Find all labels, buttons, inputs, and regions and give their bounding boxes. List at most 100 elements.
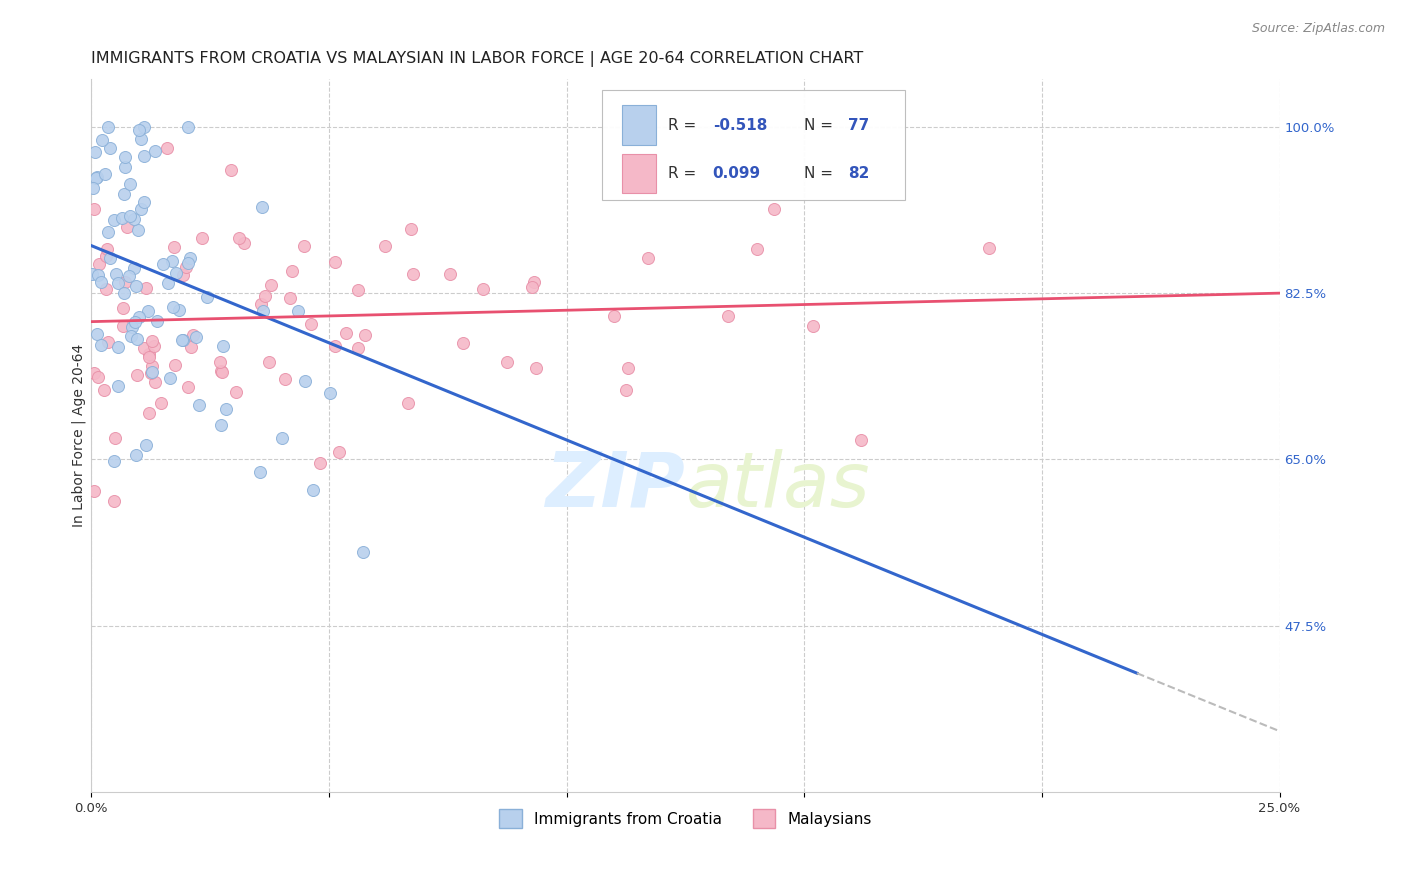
Text: 77: 77 [848,118,869,133]
Point [287,303,309,318]
Point [125,332,148,346]
Point [614,383,637,397]
Point [138,350,160,364]
Text: ZIP: ZIP [546,449,685,523]
Point [281,264,304,278]
Text: IMMIGRANTS FROM CROATIA VS MALAYSIAN IN LABOR FORCE | AGE 20-64 CORRELATION CHAR: IMMIGRANTS FROM CROATIA VS MALAYSIAN IN … [91,51,863,67]
Point [172,333,194,347]
Text: R =: R = [668,118,700,133]
Point [97,120,120,134]
Point [103,494,125,508]
Point [142,339,165,353]
Point [396,396,419,410]
Point [83,202,105,216]
Point [763,202,786,217]
Point [122,260,145,275]
Point [124,212,146,227]
Point [209,417,232,432]
Point [93,383,115,397]
Text: Source: ZipAtlas.com: Source: ZipAtlas.com [1251,22,1385,36]
Point [84,145,107,159]
Text: 82: 82 [848,166,869,181]
Point [354,328,377,343]
Point [82,181,104,195]
Point [128,122,150,136]
Point [121,319,143,334]
Text: N =: N = [804,118,838,133]
Point [188,398,211,412]
Point [352,545,374,559]
Point [308,456,330,470]
Point [94,249,117,263]
Point [162,253,184,268]
Point [374,239,396,253]
Point [145,314,167,328]
Point [107,340,129,354]
Point [124,316,146,330]
Point [98,141,121,155]
Point [143,375,166,389]
Point [114,160,136,174]
Point [120,209,142,223]
Point [87,257,110,271]
Point [184,329,207,343]
Point [162,301,184,315]
Point [156,276,179,290]
Point [84,171,107,186]
Point [278,291,301,305]
Point [97,335,120,350]
Text: N =: N = [804,166,838,181]
Point [977,241,1000,255]
Point [90,133,112,147]
Point [228,231,250,245]
Point [292,238,315,252]
Point [179,251,201,265]
Point [849,434,872,448]
Point [172,268,194,282]
Point [132,341,155,355]
Point [94,167,117,181]
Point [271,432,294,446]
Point [143,145,166,159]
Point [209,364,232,378]
Point [232,235,254,250]
Y-axis label: In Labor Force | Age 20-64: In Labor Force | Age 20-64 [72,344,86,527]
Point [135,438,157,452]
Point [138,347,160,361]
Point [103,213,125,227]
Point [180,340,202,354]
Point [111,211,134,225]
Point [637,251,659,265]
Point [169,302,191,317]
Point [439,267,461,281]
Point [80,267,103,281]
Point [100,251,122,265]
Point [141,334,163,348]
Point [159,370,181,384]
Point [191,231,214,245]
Point [346,341,368,355]
Point [152,257,174,271]
Point [141,359,163,373]
Point [114,275,136,289]
Point [125,368,148,383]
Point [323,339,346,353]
Point [616,360,638,375]
Point [399,222,422,236]
Point [165,266,187,280]
Point [170,334,193,348]
Point [274,372,297,386]
Point [115,219,138,234]
Point [225,384,247,399]
Point [135,281,157,295]
Point [111,319,134,334]
Point [125,448,148,462]
Text: -0.518: -0.518 [713,118,768,133]
Point [294,374,316,388]
Point [83,484,105,499]
Point [112,285,135,300]
Point [520,280,543,294]
Point [112,301,135,315]
Point [257,355,280,369]
Point [118,178,141,192]
